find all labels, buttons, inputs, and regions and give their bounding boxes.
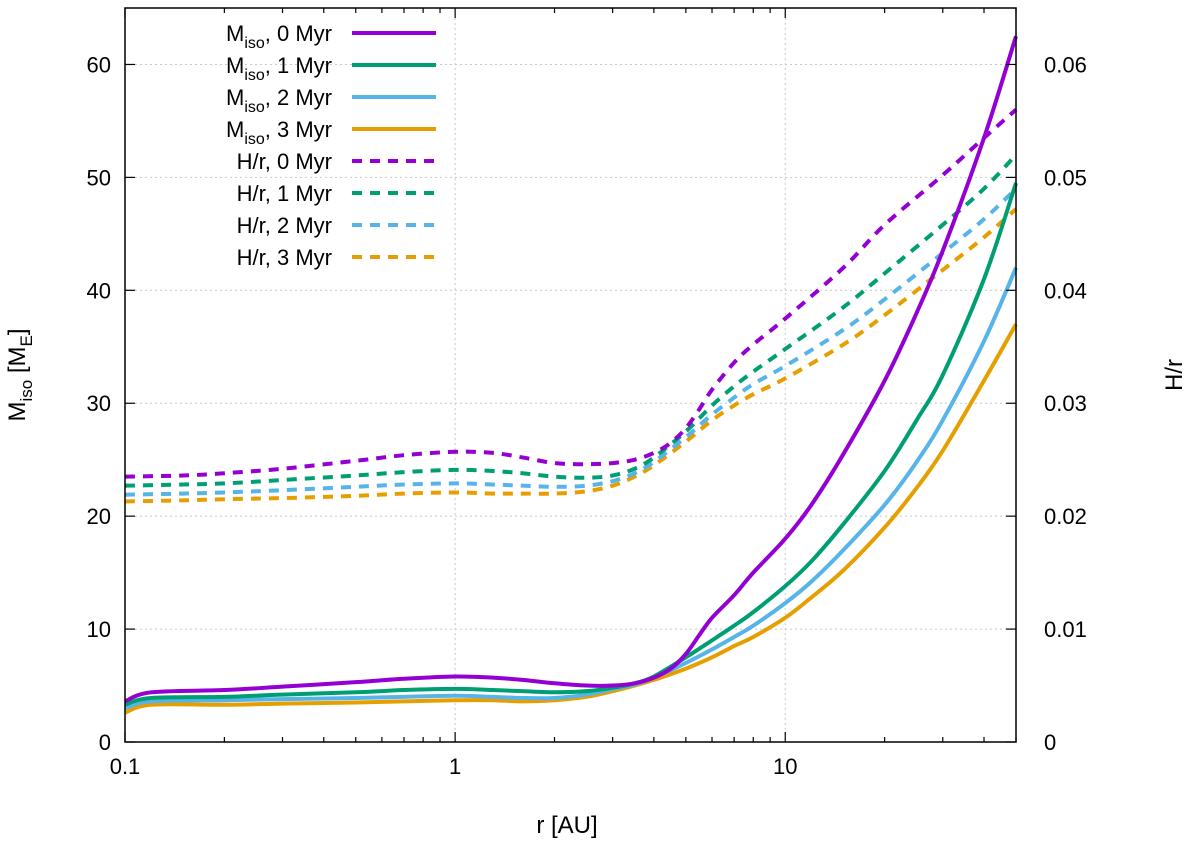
y-right-tick-label: 0.02: [1044, 504, 1087, 529]
y-right-tick-label: 0.04: [1044, 278, 1087, 303]
x-tick-label: 1: [449, 754, 461, 779]
y-left-title-sub: iso: [17, 380, 36, 402]
series-line-hr-4: [124, 108, 1018, 479]
x-tick-label: 0.1: [110, 754, 141, 779]
y-right-tick-label: 0: [1044, 730, 1056, 755]
tick-layer: [124, 8, 1017, 743]
y-left-title-sub2: E: [17, 335, 36, 346]
y-axis-left-title: Miso [ME]: [4, 328, 36, 421]
grid-layer: [125, 8, 1016, 742]
y-left-tick-label: 30: [87, 391, 111, 416]
legend-label: Miso, 1 Myr: [226, 53, 332, 84]
y-left-tick-label: 60: [87, 52, 111, 77]
y-left-tick-label: 20: [87, 504, 111, 529]
y-axis-right-title: H/r: [1161, 359, 1188, 391]
y-left-tick-label: 50: [87, 165, 111, 190]
y-right-tick-label: 0.01: [1044, 617, 1087, 642]
plot-frame: [124, 7, 1017, 743]
y-left-title-main: M: [4, 402, 31, 422]
y-left-tick-label: 40: [87, 278, 111, 303]
legend-label: Miso, 3 Myr: [226, 117, 332, 148]
y-right-tick-label: 0.03: [1044, 391, 1087, 416]
series-line-hr-7: [124, 207, 1018, 504]
x-axis-title: r [AU]: [536, 812, 597, 839]
series-line-miso-0: [124, 35, 1018, 704]
svg-text:Miso [ME]: Miso [ME]: [4, 328, 36, 421]
legend-label: Miso, 0 Myr: [226, 21, 332, 52]
legend-label: H/r, 0 Myr: [237, 149, 332, 174]
legend-label: H/r, 1 Myr: [237, 181, 332, 206]
y-left-title-rest: [M: [4, 346, 31, 379]
legend-label: H/r, 2 Myr: [237, 213, 332, 238]
y-right-tick-label: 0.05: [1044, 165, 1087, 190]
y-right-tick-label: 0.06: [1044, 52, 1087, 77]
series-layer: [124, 35, 1018, 715]
tick-label-layer: 0.1 1 10 0 10 20 30 40 50 60 0 0.01 0.02 0.03 0.04 0.05…: [87, 52, 1087, 779]
series-line-miso-2: [124, 266, 1018, 711]
legend-label: Miso, 2 Myr: [226, 85, 332, 116]
y-left-title-close: ]: [4, 328, 31, 335]
legend-label: H/r, 3 Myr: [237, 245, 332, 270]
x-tick-label: 10: [773, 754, 797, 779]
y-left-tick-label: 0: [99, 730, 111, 755]
series-line-hr-5: [124, 153, 1018, 488]
y-left-tick-label: 10: [87, 617, 111, 642]
series-line-hr-6: [124, 187, 1018, 497]
